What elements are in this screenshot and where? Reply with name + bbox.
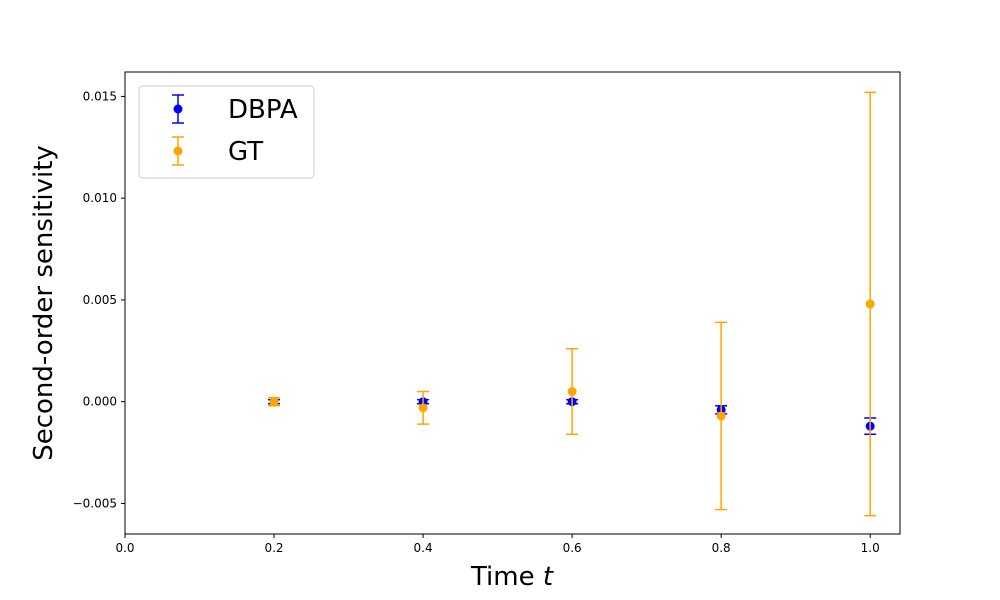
y-axis-ticks: −0.005 0.000 0.005 0.010 0.015 xyxy=(73,89,125,510)
data-marks xyxy=(268,91,877,517)
data-point xyxy=(269,397,279,407)
y-tick-label: 0.010 xyxy=(83,191,117,205)
y-tick-label: 0.015 xyxy=(83,89,117,103)
plot-frame xyxy=(124,71,901,535)
x-tick-label: 0.0 xyxy=(115,541,134,555)
data-point xyxy=(567,387,577,397)
y-tick-label: −0.005 xyxy=(73,496,117,510)
y-tick-label: 0.005 xyxy=(83,293,117,307)
x-axis-ticks: 0.0 0.2 0.4 0.6 0.8 1.0 xyxy=(115,534,880,555)
x-tick-label: 0.4 xyxy=(414,541,433,555)
legend-label: DBPA xyxy=(228,95,298,125)
y-axis-label: Second-order sensitivity xyxy=(29,145,59,461)
legend-item-dbpa: DBPA xyxy=(172,94,298,125)
legend-box xyxy=(138,85,315,179)
series-gt xyxy=(268,91,877,517)
x-tick-label: 0.6 xyxy=(563,541,582,555)
legend-label: GT xyxy=(228,137,263,167)
x-axis-label: Time t xyxy=(470,562,554,592)
data-point xyxy=(865,299,875,309)
x-tick-label: 1.0 xyxy=(861,541,880,555)
legend: DBPA GT xyxy=(138,85,315,179)
legend-marker xyxy=(173,146,183,156)
data-point xyxy=(716,411,726,421)
x-tick-label: 0.8 xyxy=(712,541,731,555)
legend-item-gt: GT xyxy=(172,136,263,167)
legend-marker xyxy=(173,104,183,114)
x-axis-label-var: t xyxy=(543,562,554,592)
y-tick-label: 0.000 xyxy=(83,395,117,409)
x-tick-label: 0.2 xyxy=(264,541,283,555)
data-point xyxy=(418,403,428,413)
